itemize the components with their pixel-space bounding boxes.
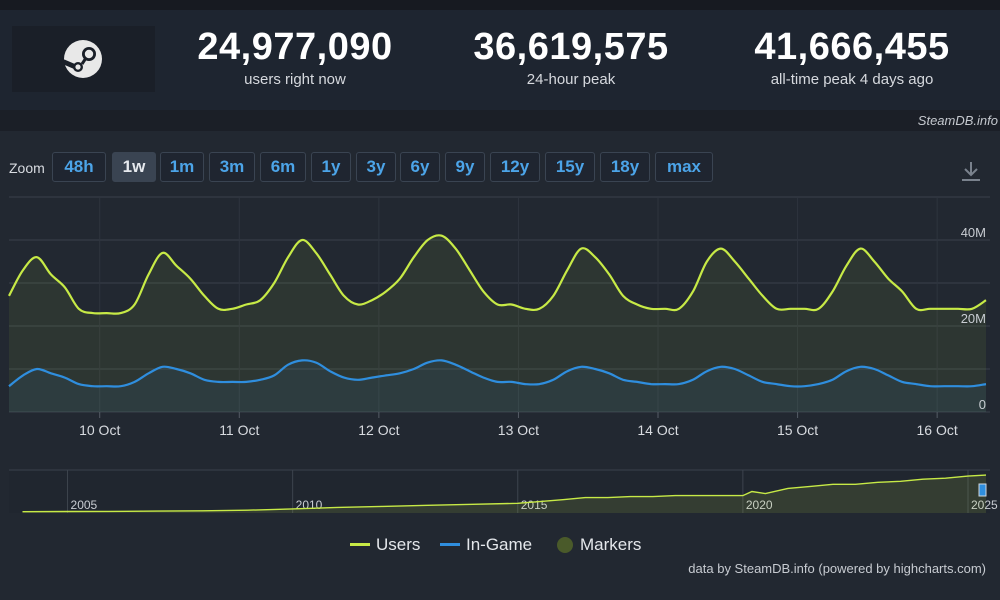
footer-credit[interactable]: data by SteamDB.info (powered by highcha… xyxy=(688,561,986,576)
navigator-area xyxy=(22,475,986,513)
x-tick-label: 16 Oct xyxy=(917,422,958,438)
series-area-in-game xyxy=(9,360,986,412)
separator xyxy=(0,110,1000,130)
navigator-handle[interactable] xyxy=(978,483,987,497)
x-tick-label: 10 Oct xyxy=(79,422,120,438)
legend-label: Markers xyxy=(580,535,642,554)
series-area-users xyxy=(9,235,986,412)
zoom-button-6y[interactable]: 6y xyxy=(400,152,440,182)
navigator-year-label: 2025 xyxy=(971,498,998,512)
steam-logo[interactable] xyxy=(12,26,155,92)
stat-label: all-time peak 4 days ago xyxy=(770,71,934,88)
x-tick-label: 11 Oct xyxy=(219,422,259,438)
zoom-button-1y[interactable]: 1y xyxy=(311,152,351,182)
navigator-bg xyxy=(9,470,990,513)
legend-markers-swatch xyxy=(557,537,573,553)
y-tick-label: 40M xyxy=(961,225,986,240)
zoom-button-1m[interactable]: 1m xyxy=(160,152,204,182)
zoom-button-48h[interactable]: 48h xyxy=(52,152,106,182)
x-tick-label: 15 Oct xyxy=(777,422,818,438)
legend-users[interactable]: Users xyxy=(350,535,420,555)
stat-label: 24-hour peak xyxy=(526,71,616,88)
zoom-button-3y[interactable]: 3y xyxy=(356,152,396,182)
steamdb-credit-top[interactable]: SteamDB.info xyxy=(917,113,998,128)
zoom-button-3m[interactable]: 3m xyxy=(209,152,255,182)
zoom-button-max[interactable]: max xyxy=(655,152,713,182)
zoom-button-12y[interactable]: 12y xyxy=(490,152,540,182)
chart-svg: 0 20M 40M 10 Oct 11 Oct 12 Oct 13 Oct 14 Oct 15 … xyxy=(8,196,998,513)
zoom-button-15y[interactable]: 15y xyxy=(545,152,595,182)
chart-container: Zoom 48h 1w 1m 3m 6m 1y 3y 6y 9y 12y 15y 18y max 0 20… xyxy=(0,131,1000,600)
legend-label: Users xyxy=(376,535,421,554)
navigator[interactable]: 20052010201520202025 xyxy=(9,469,998,513)
x-tick-label: 13 Oct xyxy=(498,422,539,438)
x-tick-label: 14 Oct xyxy=(637,422,678,438)
legend-ingame[interactable]: In-Game xyxy=(440,535,532,555)
zoom-button-6m[interactable]: 6m xyxy=(260,152,306,182)
series-line-users[interactable] xyxy=(8,234,987,315)
legend-ingame-swatch xyxy=(440,543,460,546)
navigator-year-label: 2005 xyxy=(71,498,98,512)
series-line-in-game[interactable] xyxy=(8,359,987,388)
axis-labels: 0 20M 40M 10 Oct 11 Oct 12 Oct 13 Oct 14 Oct 15 … xyxy=(79,225,986,438)
y-tick-label: 20M xyxy=(961,311,986,326)
top-strip xyxy=(0,0,1000,10)
stat-value: 41,666,455 xyxy=(754,26,950,68)
legend-markers[interactable]: Markers xyxy=(556,535,641,555)
zoom-button-1w[interactable]: 1w xyxy=(112,152,156,182)
stat-value: 36,619,575 xyxy=(473,26,669,68)
stat-value: 24,977,090 xyxy=(197,26,393,68)
main-plot[interactable] xyxy=(8,234,987,412)
navigator-line xyxy=(22,474,987,513)
stat-24h-peak: 36,619,575 24-hour peak xyxy=(446,26,696,90)
x-tick-label: 12 Oct xyxy=(358,422,399,438)
zoom-label: Zoom xyxy=(9,160,45,176)
y-tick-label: 0 xyxy=(979,397,986,412)
navigator-year-label: 2020 xyxy=(746,498,773,512)
stat-all-time-peak: 41,666,455 all-time peak 4 days ago xyxy=(722,26,982,90)
zoom-button-9y[interactable]: 9y xyxy=(445,152,485,182)
stats-header: 24,977,090 users right now 36,619,575 24… xyxy=(0,10,1000,110)
legend-label: In-Game xyxy=(466,535,533,554)
stat-label: users right now xyxy=(244,71,346,88)
legend-users-swatch xyxy=(350,543,370,546)
zoom-button-18y[interactable]: 18y xyxy=(600,152,650,182)
steam-logo-icon xyxy=(61,40,102,78)
download-icon[interactable] xyxy=(960,159,982,183)
stat-current-users: 24,977,090 users right now xyxy=(170,26,420,90)
